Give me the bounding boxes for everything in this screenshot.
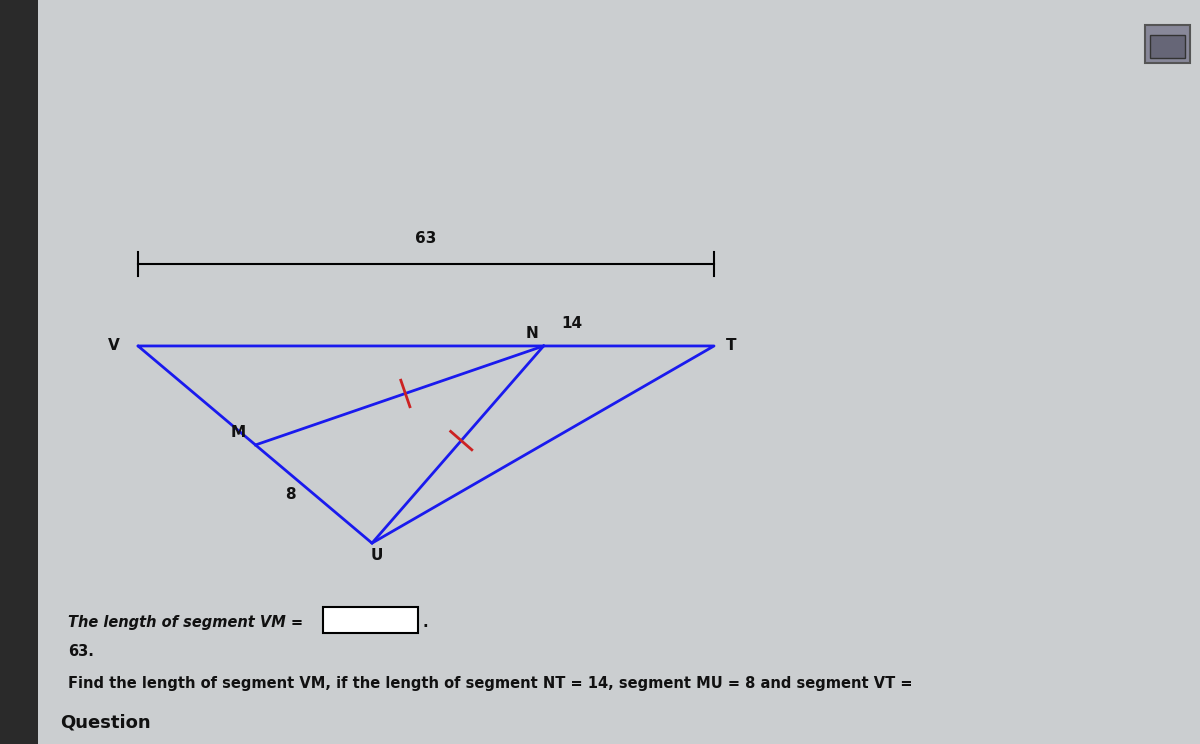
Bar xyxy=(1150,35,1186,58)
Text: V: V xyxy=(108,339,120,353)
Text: 63.: 63. xyxy=(68,644,94,659)
Text: Find the length of segment VM, if the length of segment NT = 14, segment MU = 8 : Find the length of segment VM, if the le… xyxy=(68,676,912,691)
Text: M: M xyxy=(230,425,246,440)
Bar xyxy=(323,607,418,633)
Text: 14: 14 xyxy=(562,316,583,332)
Text: 63: 63 xyxy=(415,231,437,246)
Text: U: U xyxy=(371,548,383,563)
Bar xyxy=(0,0,38,744)
Text: N: N xyxy=(526,326,539,341)
Text: Question: Question xyxy=(60,714,151,732)
Text: The length of segment VM =: The length of segment VM = xyxy=(68,615,304,630)
Text: T: T xyxy=(726,339,737,353)
Text: .: . xyxy=(424,615,428,630)
Text: 8: 8 xyxy=(286,487,296,501)
Bar xyxy=(1145,25,1190,63)
